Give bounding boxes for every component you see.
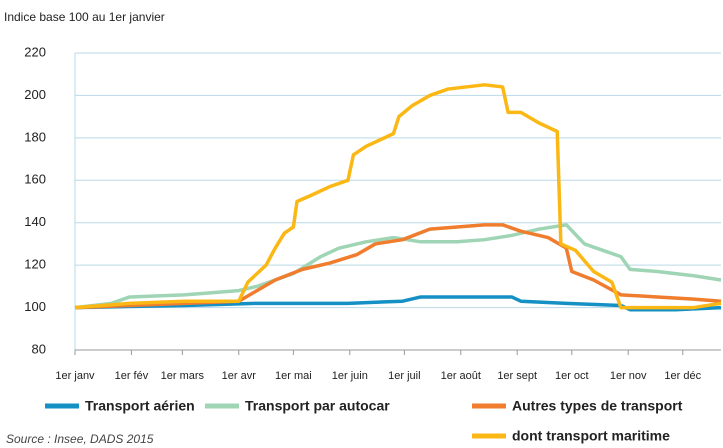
x-tick-label: 1er nov: [610, 370, 647, 382]
x-tick-label: 1er mai: [275, 370, 312, 382]
x-tick-label: 1er oct: [555, 370, 589, 382]
y-tick-label: 200: [24, 87, 46, 102]
y-tick-label: 180: [24, 129, 46, 144]
x-tick-label: 1er avr: [222, 370, 257, 382]
series-line: [74, 83, 722, 310]
y-tick-label: 80: [32, 341, 46, 356]
series-line: [74, 223, 722, 310]
y-axis-label: Indice base 100 au 1er janvier: [4, 10, 165, 24]
y-tick-label: 220: [24, 44, 46, 59]
legend-label: Transport aérien: [85, 398, 195, 414]
x-tick-label: 1er fév: [115, 370, 149, 382]
x-tick-label: 1er sept: [497, 370, 537, 382]
x-tick-label: 1er août: [441, 370, 481, 382]
x-tick-label: 1er mars: [161, 370, 205, 382]
y-tick-label: 120: [24, 257, 46, 272]
legend-label: Autres types de transport: [512, 398, 683, 414]
x-tick-label: 1er janv: [55, 370, 95, 382]
x-tick-label: 1er juin: [332, 370, 368, 382]
y-tick-label: 160: [24, 172, 46, 187]
x-tick-label: 1er juil: [388, 370, 420, 382]
legend-label: Transport par autocar: [245, 398, 390, 414]
source: Source : Insee, DADS 2015: [6, 432, 154, 446]
x-tick-label: 1er déc: [664, 370, 701, 382]
series-line: [74, 223, 722, 310]
y-tick-label: 100: [24, 299, 46, 314]
legend-label: dont transport maritime: [512, 428, 670, 444]
y-tick-label: 140: [24, 214, 46, 229]
